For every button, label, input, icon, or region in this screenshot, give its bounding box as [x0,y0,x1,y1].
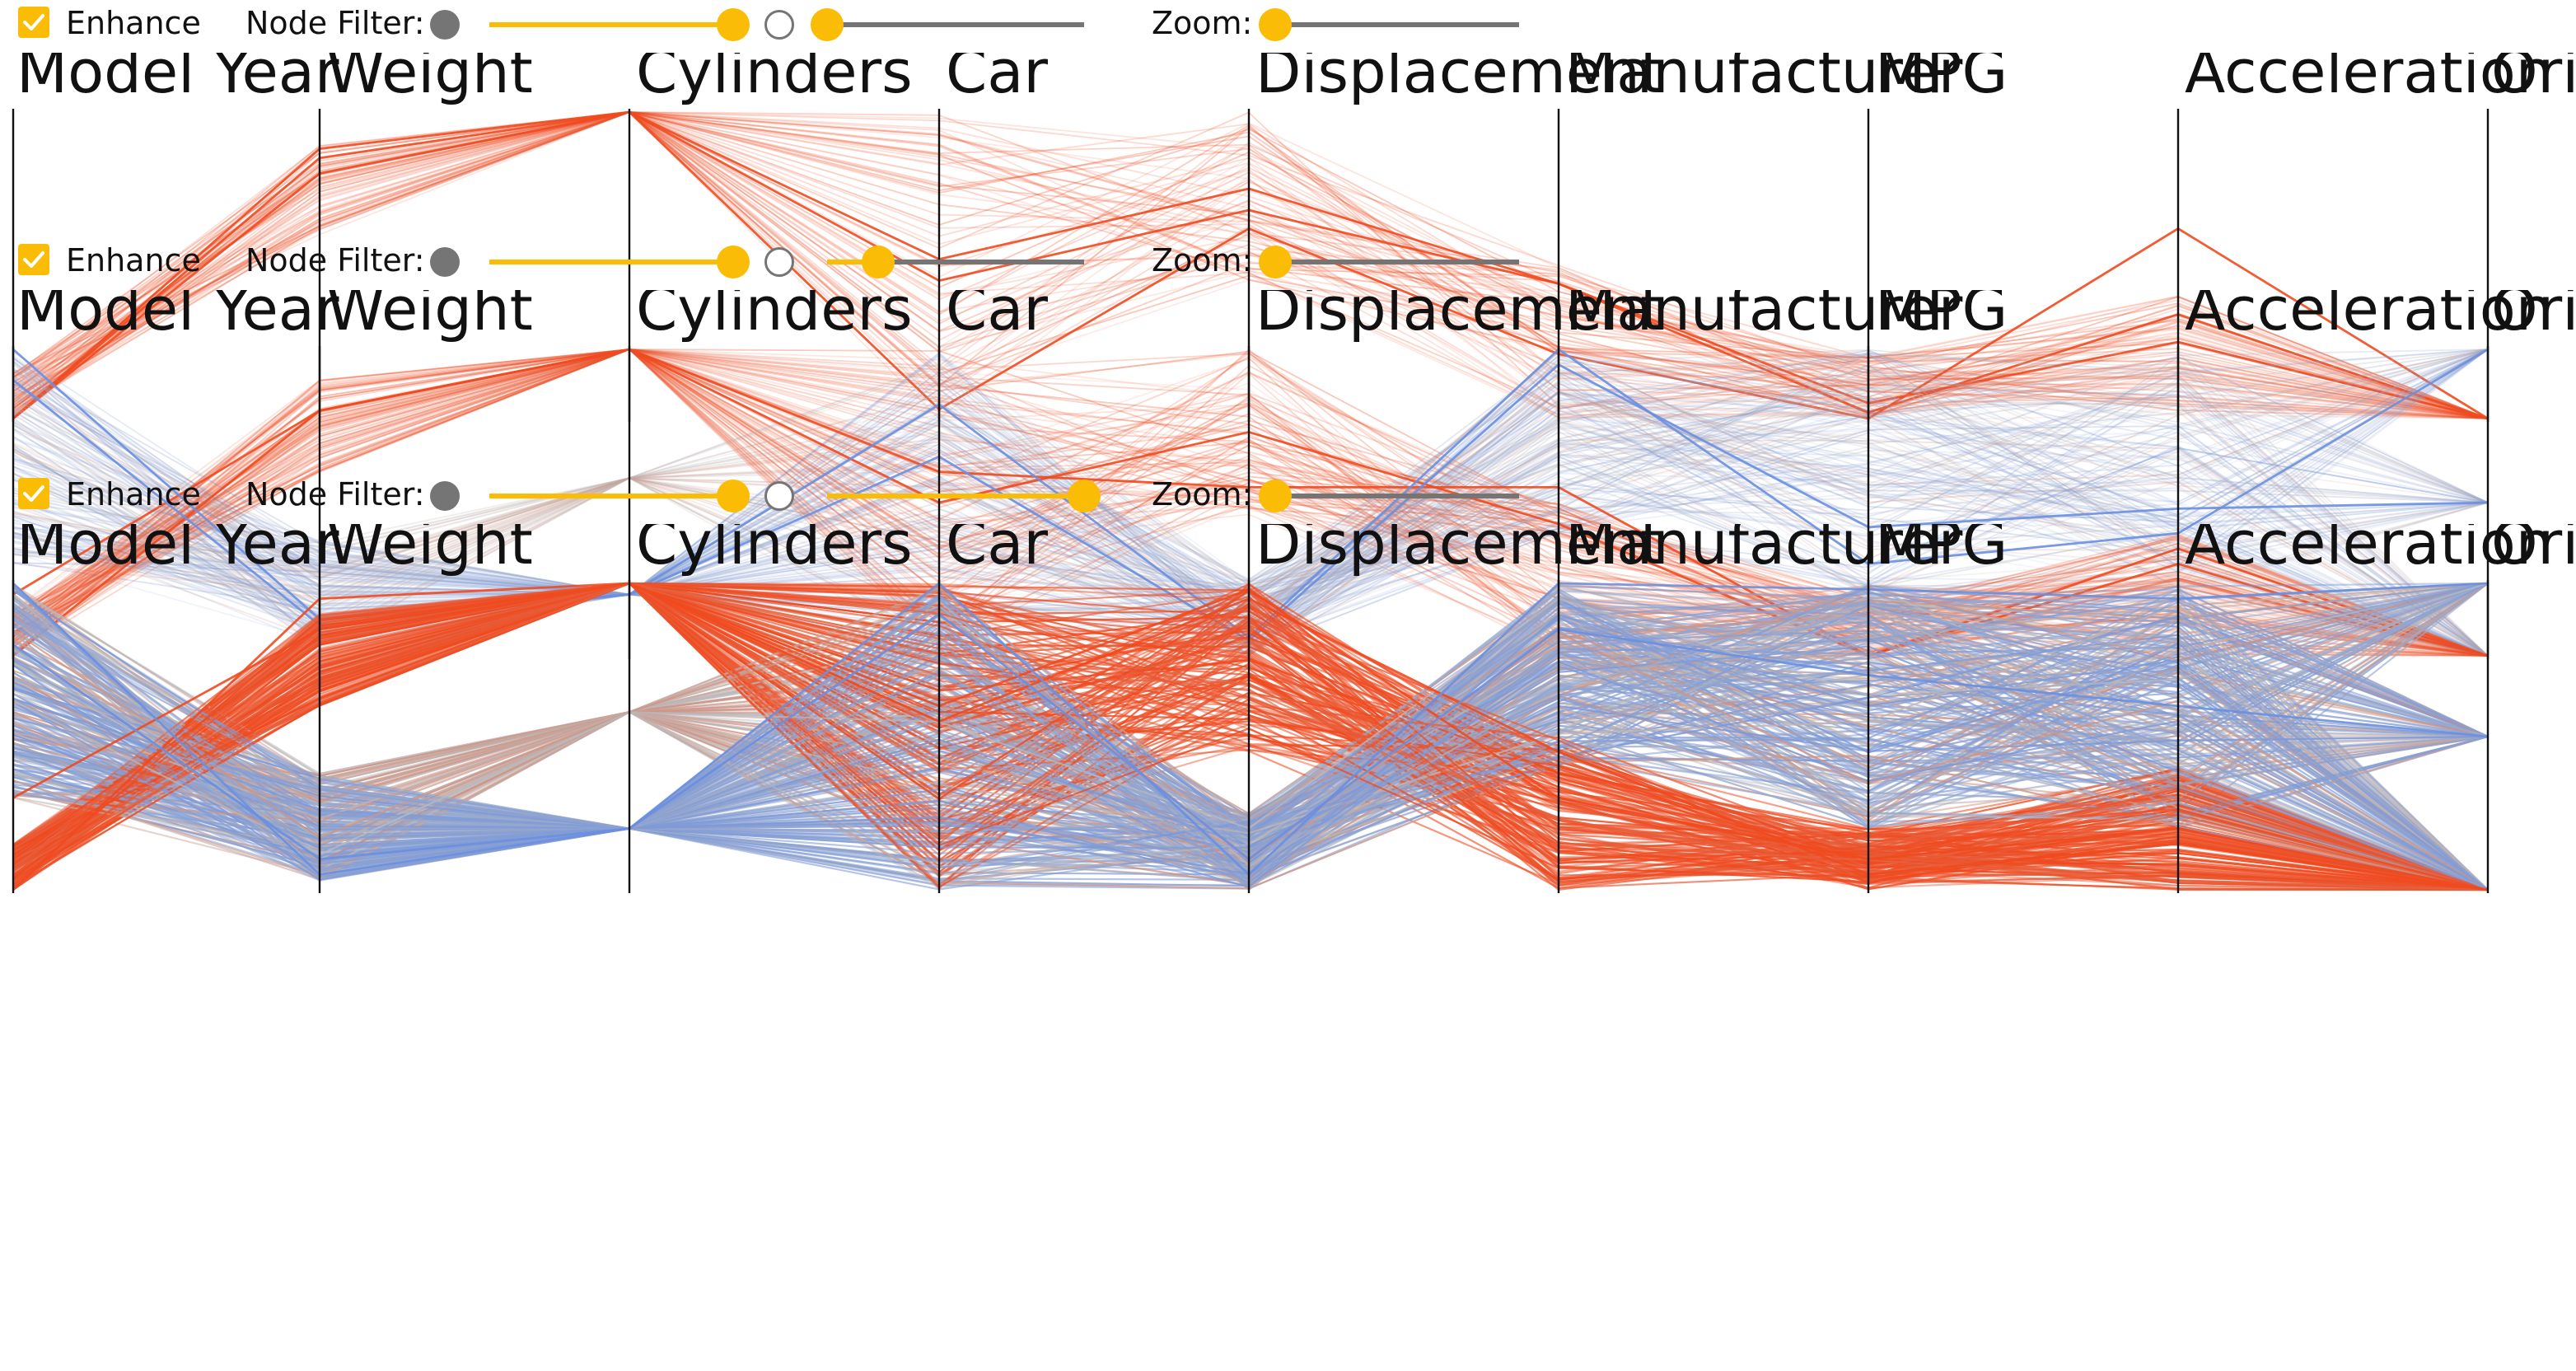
zoom-slider[interactable] [1259,480,1519,512]
axis-label-car: Car [946,290,1048,344]
zoom-slider[interactable] [1259,246,1519,278]
node-filter-radio[interactable] [430,481,460,511]
slider-fill [489,22,733,27]
axis-label-weight: Weight [326,53,533,106]
slider-thumb[interactable] [862,246,895,278]
slider-thumb[interactable] [1068,480,1101,512]
slider-track [1275,22,1519,27]
slider-track [1275,494,1519,498]
axis-label-cylinders: Cylinders [636,53,913,106]
slider-track [827,260,1084,264]
edge-filter-radio[interactable] [764,247,794,277]
slider-thumb[interactable] [1259,480,1292,512]
slider-fill [827,494,1084,498]
enhance-label: Enhance [66,5,201,41]
axis-label-displacement: Displacement [1255,53,1663,106]
axis-label-displacement: Displacement [1255,290,1663,344]
axis-label-acceleration: Acceleration [2185,524,2553,578]
slider-track [827,22,1084,27]
axis-label-car: Car [946,53,1048,106]
slider-fill [489,260,733,264]
node-filter-label: Node Filter: [245,476,425,512]
polyline-group [12,582,2489,891]
axis-label-car: Car [946,524,1048,578]
axis-label-acceleration: Acceleration [2185,53,2553,106]
node-filter-slider[interactable] [489,246,750,278]
controls-bar: Enhance Node Filter: Zoom: [0,237,2576,290]
controls-bar: Enhance Node Filter: Zoom: [0,471,2576,524]
edge-filter-radio[interactable] [764,481,794,511]
axis-label-origin: Origin [2491,290,2576,344]
axis-label-mpg: MPG [1875,53,2008,106]
edge-filter-slider[interactable] [827,246,1084,278]
pcp-panel-3: Enhance Node Filter: Zoom: Model Year Weight… [0,471,2576,916]
enhance-checkbox[interactable] [18,244,49,275]
node-filter-radio[interactable] [430,247,460,277]
slider-thumb[interactable] [1259,246,1292,278]
axis-label-model-year: Model Year [16,290,339,344]
enhance-checkbox[interactable] [18,478,49,509]
zoom-label: Zoom: [1152,242,1253,278]
axis-label-cylinders: Cylinders [636,524,913,578]
axis-label-weight: Weight [326,290,533,344]
enhance-checkbox[interactable] [18,7,49,38]
controls-bar: Enhance Node Filter: Zoom: [0,0,2576,53]
slider-thumb[interactable] [1259,8,1292,41]
slider-fill [489,494,733,498]
zoom-label: Zoom: [1152,5,1253,41]
pcp-panel-1: Enhance Node Filter: Zoom: Model Year Weight… [0,0,2576,445]
axis-label-manufacturer: Manufacturer [1565,290,1963,344]
enhance-label: Enhance [66,476,201,512]
slider-thumb[interactable] [717,480,750,512]
slider-thumb[interactable] [717,8,750,41]
edge-filter-slider[interactable] [827,480,1101,512]
slider-fill [827,260,879,264]
axis-label-manufacturer: Manufacturer [1565,524,1963,578]
node-filter-label: Node Filter: [245,242,425,278]
zoom-slider[interactable] [1259,8,1519,41]
enhance-label: Enhance [66,242,201,278]
check-icon [23,485,44,502]
axis-label-manufacturer: Manufacturer [1565,53,1963,106]
axis-label-model-year: Model Year [16,53,339,106]
node-filter-slider[interactable] [489,8,750,41]
node-filter-slider[interactable] [489,480,750,512]
check-icon [23,251,44,268]
axis-label-displacement: Displacement [1255,524,1663,578]
slider-track [1275,260,1519,264]
axis-label-weight: Weight [326,524,533,578]
check-icon [23,14,44,30]
axis-label-acceleration: Acceleration [2185,290,2553,344]
axis-label-model-year: Model Year [16,524,339,578]
axis-label-origin: Origin [2491,53,2576,106]
axis-label-cylinders: Cylinders [636,290,913,344]
slider-thumb[interactable] [811,8,844,41]
axis-label-mpg: MPG [1875,524,2008,578]
node-filter-label: Node Filter: [245,5,425,41]
slider-thumb[interactable] [717,246,750,278]
node-filter-radio[interactable] [430,10,460,40]
axis-label-origin: Origin [2491,524,2576,578]
axis-label-mpg: MPG [1875,290,2008,344]
edge-filter-radio[interactable] [764,10,794,40]
zoom-label: Zoom: [1152,476,1253,512]
edge-filter-slider[interactable] [811,8,1084,41]
